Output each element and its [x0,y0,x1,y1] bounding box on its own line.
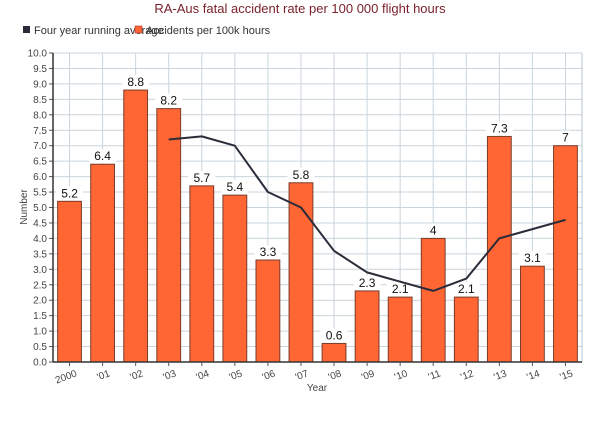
legend-label-accidents: Accidents per 100k hours [146,25,271,37]
y-axis-ticks: 0.0 0.5 1.0 1.5 2.0 2.5 3.0 3.5 4.0 4.5 5.0 5.5 6.0 6… [28,49,53,369]
bar-data-label: 5.8 [293,168,310,182]
y-tick-label: 4.5 [33,218,47,229]
bar [189,185,215,363]
bar-label-background [558,130,572,145]
bar-data-label: 5.4 [227,180,244,194]
bar-label-background [89,149,117,164]
y-tick-label: 1.5 [33,311,47,322]
x-tick-label: '08 [327,368,343,383]
y-tick-label: 8.5 [33,95,47,106]
y-tick-label: 3.0 [33,265,47,276]
bar-data-label: 7.3 [491,121,508,135]
axes [52,53,582,363]
bar-label-background [221,180,249,195]
bar-data-label: 8.2 [160,94,177,108]
x-tick-label: '12 [459,368,475,383]
y-tick-label: 5.5 [33,188,47,199]
bar-data-label: 5.2 [61,186,78,200]
y-tick-label: 7.5 [33,126,47,137]
bar-data-label: 0.6 [326,328,343,342]
x-tick-label: '05 [228,368,244,383]
x-tick-label: '04 [195,368,211,383]
bar [255,259,281,363]
y-tick-label: 1.0 [33,327,47,338]
legend-swatch-accidents [134,25,143,34]
bar-data-label: 7 [562,131,569,145]
bar-data-label: 2.3 [359,276,376,290]
bar [387,296,413,363]
y-tick-label: 6.0 [33,172,47,183]
running-average-line [168,135,566,292]
bar-data-label: 3.3 [260,245,277,259]
bar [553,145,578,363]
x-tick-label: '13 [492,368,508,383]
y-tick-label: 7.0 [33,141,47,152]
bar [222,194,248,363]
legend-swatch-average [23,26,30,33]
x-tick-label: '03 [162,368,178,383]
x-tick-label: '01 [96,368,112,383]
bar [453,296,479,363]
bar-data-label: 6.4 [94,149,111,163]
bar-label-background [320,328,348,343]
bar-data-labels: 5.2 6.4 8.8 8.2 5.7 5.4 3.3 5.8 0.6 2.3 2.1 4 2.1 7.3… [56,75,572,343]
bar-label-background [518,251,546,266]
y-tick-label: 9.0 [33,79,47,90]
bar-label-background [155,93,183,108]
bar-label-background [353,275,381,290]
x-tick-label: '07 [294,368,310,383]
bars [57,89,578,363]
x-axis-label: Year [307,383,328,394]
bar-label-background [452,282,480,297]
bar-label-background [386,282,414,297]
bar-label-background [188,170,216,185]
y-tick-label: 9.5 [33,64,47,75]
x-tick-label: '02 [129,368,145,383]
x-tick-label: '09 [360,368,376,383]
y-tick-label: 4.0 [33,234,47,245]
y-tick-label: 2.5 [33,280,47,291]
bar-label-background [56,186,84,201]
bar-label-background [485,121,513,136]
y-tick-label: 0.0 [33,358,47,369]
bar-label-background [122,75,150,90]
bar-data-label: 2.1 [458,282,475,296]
x-tick-label: '10 [393,368,409,383]
bar [57,200,82,363]
x-tick-label: '06 [261,368,277,383]
bar [520,265,545,363]
y-tick-label: 6.5 [33,157,47,168]
bar-data-label: 5.7 [193,171,210,185]
bar-data-label: 4 [430,223,437,237]
y-axis-label: Number [19,189,30,225]
bar [354,290,380,363]
bar [321,342,347,363]
y-tick-label: 2.0 [33,296,47,307]
x-tick-label: 2000 [54,368,79,386]
bar [288,182,314,363]
bar-data-label: 8.8 [127,75,144,89]
legend-label-average: Four year running average [34,25,164,37]
bar [123,89,149,363]
chart-title: RA-Aus fatal accident rate per 100 000 f… [154,1,446,16]
bar [420,237,446,363]
x-tick-label: '14 [525,368,541,383]
y-tick-label: 10.0 [28,49,48,60]
y-tick-label: 8.0 [33,110,47,121]
x-axis-ticks: 2000 '01 '02 '03 '04 '05 '06 '07 '08 '09 '10 '11 '12… [54,362,575,386]
y-tick-label: 5.0 [33,203,47,214]
bar [90,163,115,363]
legend: Four year running average Accidents per … [23,25,271,37]
bar [156,108,182,363]
x-tick-label: '15 [558,368,574,383]
x-tick-label: '11 [427,368,443,383]
bar-label-background [287,167,315,182]
y-tick-label: 0.5 [33,342,47,353]
bar-label-background [426,223,440,238]
bar-data-label: 3.1 [524,251,541,265]
bar-label-background [254,245,282,260]
y-tick-label: 3.5 [33,249,47,260]
bar-data-label: 2.1 [392,282,409,296]
